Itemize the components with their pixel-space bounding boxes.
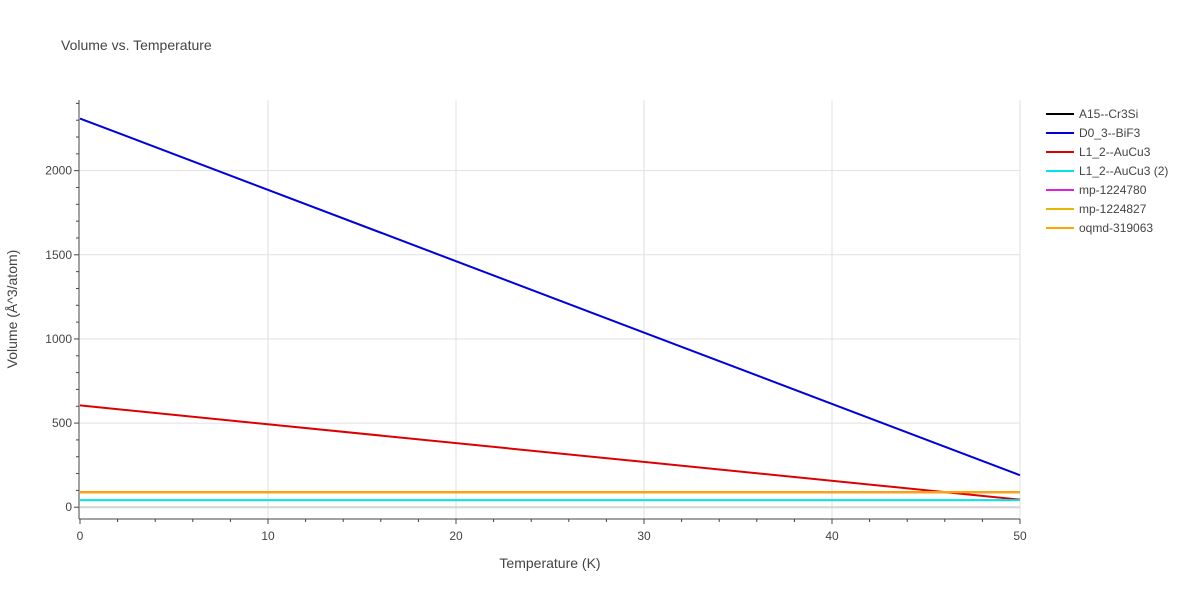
x-axis-title: Temperature (K) xyxy=(499,555,600,571)
y-tick-label: 0 xyxy=(65,500,72,514)
legend-label: oqmd-319063 xyxy=(1079,221,1153,235)
x-tick-label: 30 xyxy=(637,529,651,543)
y-tick-label: 1000 xyxy=(45,332,72,346)
legend-item-l1-2-aucu3-2[interactable]: L1_2--AuCu3 (2) xyxy=(1046,164,1168,178)
y-tick-label: 2000 xyxy=(45,164,72,178)
legend-item-l1-2-aucu3[interactable]: L1_2--AuCu3 xyxy=(1046,145,1151,159)
y-tick-label: 500 xyxy=(52,416,72,430)
y-axis-title: Volume (Å^3/atom) xyxy=(4,250,20,369)
x-tick-label: 40 xyxy=(825,529,839,543)
legend-label: L1_2--AuCu3 (2) xyxy=(1079,164,1168,178)
legend-item-mp-1224827[interactable]: mp-1224827 xyxy=(1046,202,1147,216)
series-line-d0-3-bif3 xyxy=(79,117,1021,477)
legend-item-oqmd-319063[interactable]: oqmd-319063 xyxy=(1046,221,1153,235)
x-tick-label: 50 xyxy=(1013,529,1027,543)
legend[interactable]: A15--Cr3Si D0_3--BiF3 L1_2--AuCu3 L1_2--AuC… xyxy=(1046,107,1168,235)
legend-label: mp-1224827 xyxy=(1079,202,1147,216)
series-line-l1-2-aucu3 xyxy=(79,404,1021,501)
x-tick-label: 20 xyxy=(449,529,463,543)
x-tick-label: 10 xyxy=(261,529,275,543)
y-tick-label: 1500 xyxy=(45,248,72,262)
legend-label: L1_2--AuCu3 xyxy=(1079,145,1151,159)
legend-item-d0-3-bif3[interactable]: D0_3--BiF3 xyxy=(1046,126,1141,140)
series-lines xyxy=(79,117,1021,502)
legend-label: mp-1224780 xyxy=(1079,183,1147,197)
grid xyxy=(80,100,1021,519)
legend-item-a15-cr3si[interactable]: A15--Cr3Si xyxy=(1046,107,1138,121)
legend-item-mp-1224780[interactable]: mp-1224780 xyxy=(1046,183,1147,197)
legend-label: A15--Cr3Si xyxy=(1079,107,1138,121)
chart-title: Volume vs. Temperature xyxy=(61,37,212,53)
legend-label: D0_3--BiF3 xyxy=(1079,126,1141,140)
x-tick-label: 0 xyxy=(77,529,84,543)
